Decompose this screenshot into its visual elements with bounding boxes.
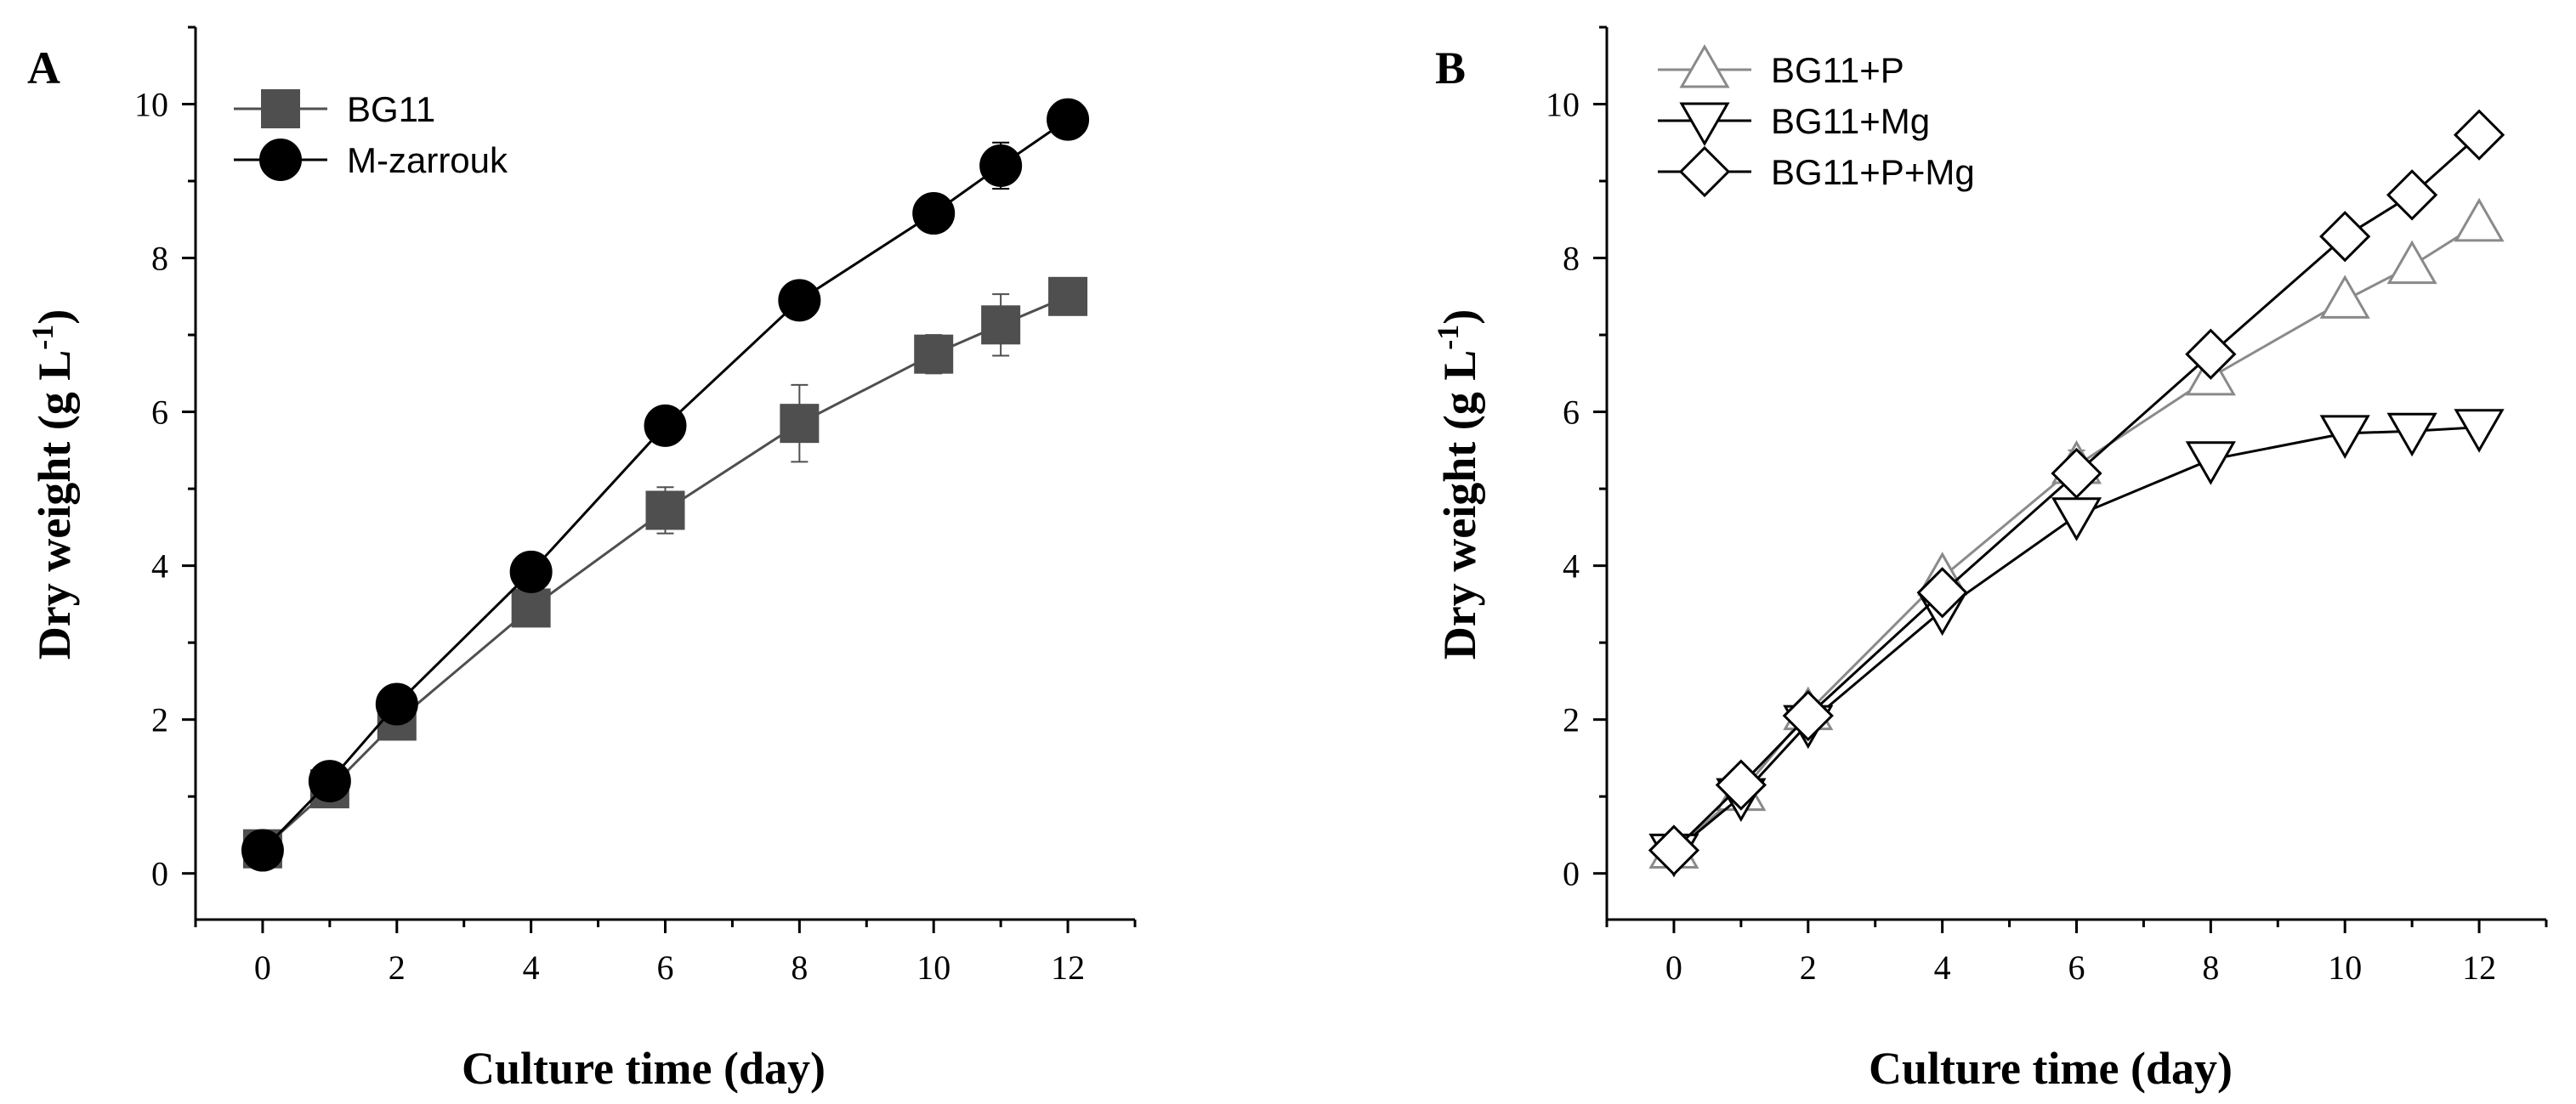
- panel-a-series-bg11-point: [645, 490, 685, 530]
- panel-b-legend: BG11+P BG11+Mg BG11+P+Mg: [1658, 43, 1975, 198]
- panel-a-y-tick-label: 10: [134, 86, 168, 124]
- panel-b-y-tick-label: 2: [1563, 701, 1580, 739]
- panel-a-series-m-zarrouk-point: [912, 192, 956, 235]
- panel-a-label: A: [27, 42, 60, 93]
- panel-a-series-bg11-point: [780, 404, 820, 444]
- panel-a-series-bg11-point: [511, 588, 551, 628]
- panel-b-legend-label: BG11+Mg: [1771, 101, 1930, 141]
- panel-b-legend-entry: BG11+P+Mg: [1658, 145, 1975, 198]
- panel-b-y-tick-label: 8: [1563, 240, 1580, 278]
- panel-b-y-tick-label: 6: [1563, 393, 1580, 432]
- panel-a-series-m-zarrouk-point: [375, 682, 418, 726]
- panel-a-series-bg11: [242, 276, 1088, 869]
- panel-b-y-axis-title: Dry weight (g L-1): [1431, 309, 1485, 660]
- panel-a-y-tick-label: 8: [151, 240, 168, 278]
- panel-a-y-axis-title-main: Dry weight (g L: [29, 350, 80, 660]
- panel-a-y-axis-title: Dry weight (g L-1): [26, 309, 80, 660]
- panel-a-legend: BG11 M-zarrouk: [234, 89, 508, 181]
- panel-a-series-bg11-point: [914, 334, 954, 374]
- panel-b-x-tick-label: 4: [1934, 948, 1951, 987]
- panel-a-series-m-zarrouk-point: [308, 760, 351, 803]
- panel-b-label: B: [1435, 42, 1466, 93]
- panel-b-series-bg11-p-mg: [1648, 109, 2505, 876]
- panel-a-plot-area: 0 2 4 6 8 10 12 0 2 4 6 8 10: [134, 25, 1137, 987]
- panel-a-x-tick-label: 4: [523, 948, 540, 987]
- panel-b-y-tick-label: 10: [1546, 86, 1580, 124]
- panel-b-legend-marker: [1678, 145, 1731, 198]
- panel-b-series-bg11-mg-point: [2185, 441, 2236, 485]
- panel-b-x-axis-title: Culture time (day): [1869, 1043, 2233, 1094]
- panel-a-x-tick-label: 10: [916, 948, 950, 987]
- panel-b-x-tick-label: 8: [2202, 948, 2219, 987]
- panel-b-series-bg11-mg-point: [2386, 412, 2437, 457]
- panel-a-series-bg11-line: [261, 295, 1069, 850]
- panel-b-y-axis-title-close: ): [1434, 309, 1485, 325]
- panel-b-series-bg11-mg-point: [2454, 409, 2505, 453]
- panel-b-y-tick-label: 0: [1563, 855, 1580, 893]
- panel-b-series-bg11-p-mg-point: [1715, 759, 1767, 811]
- panel-b-y-axis-title-sup: -1: [1431, 325, 1465, 350]
- panel-b-chart: B Culture time (day) Dry weight (g L-1) …: [1431, 25, 2548, 1094]
- panel-b-series-bg11-p-mg-point: [1782, 690, 1834, 742]
- panel-a-chart: A Culture time (day) Dry weight (g L-1) …: [26, 25, 1137, 1094]
- panel-a-legend-marker: [259, 139, 302, 181]
- panel-a-legend-entry: BG11: [234, 89, 435, 129]
- panel-a-series-m-zarrouk-point: [1047, 98, 1090, 141]
- panel-b-x-tick-label: 2: [1800, 948, 1817, 987]
- panel-b-plot-area: 0 2 4 6 8 10 12 0 2 4 6 8 10: [1546, 25, 2548, 987]
- panel-a-series-m-zarrouk-point: [509, 550, 553, 593]
- panel-b-series-bg11-p-mg-point: [2051, 447, 2102, 500]
- panel-b-y-tick-label: 4: [1563, 547, 1580, 586]
- panel-a-x-tick-label: 8: [791, 948, 808, 987]
- panel-a-x-tick-label: 12: [1051, 948, 1085, 987]
- panel-a-series-bg11-point: [981, 305, 1021, 345]
- panel-b-series-bg11-mg-point: [2319, 415, 2370, 459]
- panel-b-series-bg11-p-mg-point: [2453, 109, 2505, 161]
- panel-b-series-bg11-p-point: [2454, 197, 2505, 242]
- panel-a-y-tick-label: 0: [151, 855, 168, 893]
- panel-b-x-tick-label: 12: [2462, 948, 2496, 987]
- panel-a-series-m-zarrouk-point: [778, 279, 821, 322]
- panel-b-legend-marker: [1679, 102, 1730, 147]
- panel-b-y-axis-title-main: Dry weight (g L: [1434, 350, 1485, 660]
- panel-a-y-tick-label: 4: [151, 547, 168, 586]
- panel-a-legend-marker: [261, 89, 300, 128]
- panel-b-x-tick-label: 6: [2068, 948, 2085, 987]
- panel-a-x-tick-label: 0: [254, 948, 271, 987]
- panel-b-legend-entry: BG11+P: [1658, 43, 1904, 90]
- panel-a-series-m-zarrouk-point: [241, 829, 284, 872]
- panel-a-y-axis-title-close: ): [29, 309, 80, 325]
- panel-a-y-tick-label: 6: [151, 393, 168, 432]
- panel-b-legend-label: BG11+P: [1771, 50, 1904, 90]
- panel-a-x-tick-label: 6: [657, 948, 674, 987]
- panel-b-series-bg11-p-mg-point: [1916, 567, 1968, 619]
- panel-a-y-tick-label: 2: [151, 701, 168, 739]
- panel-b-series-bg11-p-mg-point: [2386, 169, 2438, 221]
- panel-a-series-m-zarrouk: [241, 98, 1090, 872]
- panel-b-legend-label: BG11+P+Mg: [1771, 152, 1975, 192]
- panel-b-series-bg11-mg-point: [2051, 497, 2102, 541]
- panel-b-series-bg11-p-point: [2386, 240, 2437, 285]
- panel-b-series-bg11-p-point: [2319, 275, 2370, 319]
- panel-a-series-m-zarrouk-point: [644, 404, 687, 447]
- panel-b-legend-marker: [1679, 43, 1730, 88]
- panel-b-legend-entry: BG11+Mg: [1658, 101, 1930, 147]
- panel-a-legend-label: BG11: [347, 89, 435, 129]
- panel-b-series-bg11-p-mg-point: [2185, 328, 2237, 380]
- panel-b-x-tick-label: 0: [1665, 948, 1682, 987]
- panel-a-x-tick-label: 2: [389, 948, 406, 987]
- panel-b-series-bg11-p-mg-point: [1648, 824, 1700, 876]
- panel-a-series-m-zarrouk-point: [979, 144, 1023, 187]
- panel-a-series-bg11-point: [1048, 276, 1088, 316]
- panel-a-legend-label: M-zarrouk: [347, 140, 508, 180]
- panel-a-x-axis-title: Culture time (day): [462, 1043, 826, 1094]
- panel-a-y-axis-title-sup: -1: [26, 325, 60, 350]
- panel-b-series-bg11-p-mg-point: [2319, 211, 2371, 263]
- panel-b-x-tick-label: 10: [2328, 948, 2362, 987]
- panel-a-legend-entry: M-zarrouk: [234, 139, 508, 181]
